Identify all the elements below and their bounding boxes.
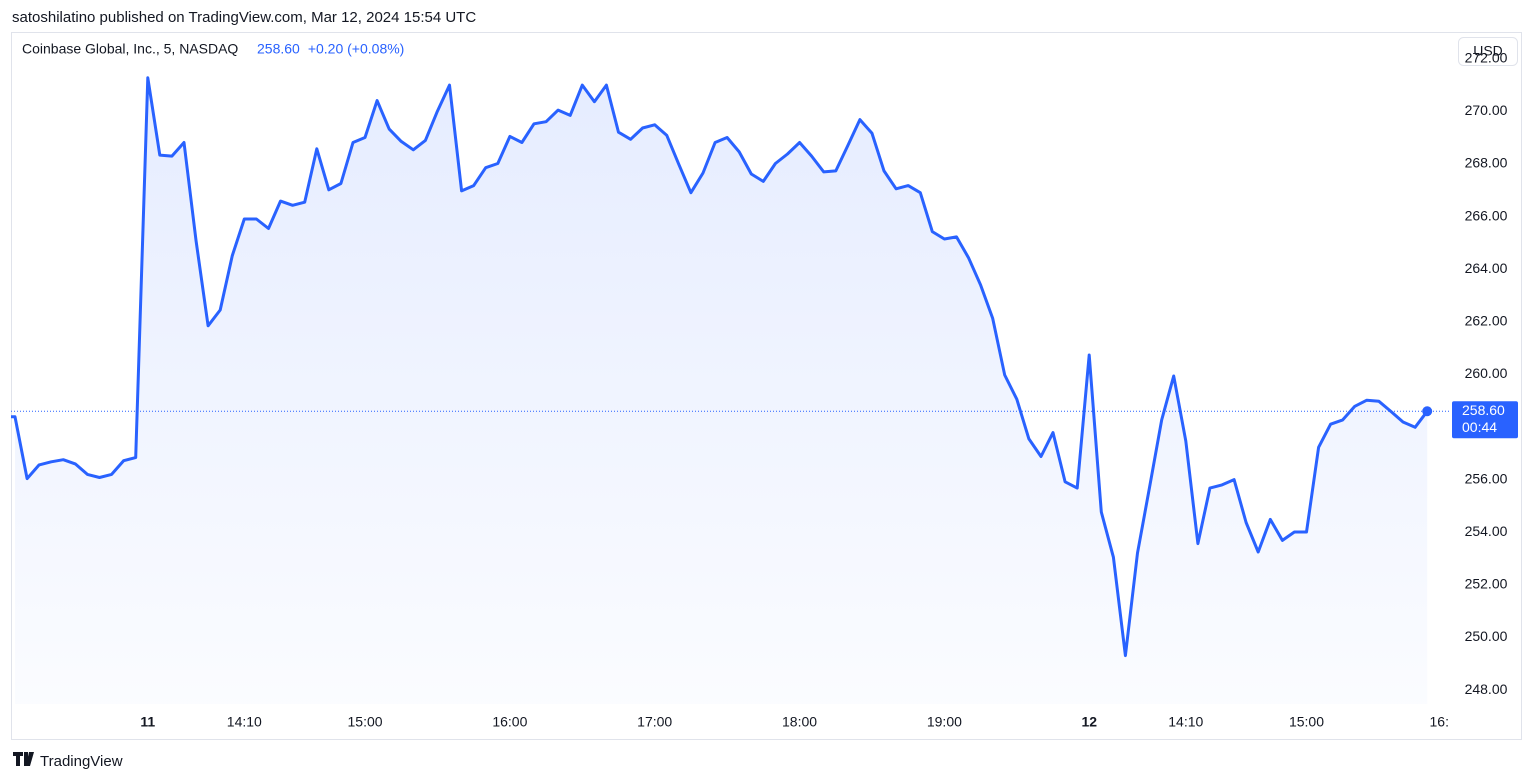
chart-frame [11,32,1522,740]
y-tick-label: 262.00 [1465,313,1508,329]
countdown: 00:44 [1462,419,1497,435]
x-tick-label: 19:00 [927,714,962,730]
y-tick-label: 250.00 [1465,628,1508,644]
x-tick-label: 16:00 [492,714,527,730]
publisher: satoshilatino published on TradingView.c… [12,9,476,26]
y-tick-label: 254.00 [1465,523,1508,539]
y-tick-label: 252.00 [1465,576,1508,592]
chart-title: Coinbase Global, Inc., 5, NASDAQ [22,41,238,57]
y-tick-label: 268.00 [1465,155,1508,171]
x-tick-label: 12 [1081,714,1097,730]
y-tick-label: 260.00 [1465,365,1508,381]
price-line [11,76,1429,658]
x-tick-label: 14:10 [227,714,262,730]
last-price-box [1452,401,1518,439]
currency-button[interactable] [1458,37,1518,66]
x-tick-label: 11 [140,714,155,730]
y-tick-label: 270.00 [1465,102,1508,118]
price: 258.60 [257,41,300,57]
y-tick-label: 272.00 [1465,50,1508,66]
x-tick-label: 16: [1430,714,1449,730]
y-tick-label: 248.00 [1465,681,1508,697]
x-tick-label: 17:00 [637,714,672,730]
logo [13,752,34,766]
currency[interactable]: USD [1473,43,1503,59]
y-tick-label: 266.00 [1465,207,1508,223]
y-tick-label: 264.00 [1465,260,1508,276]
footer: TradingView [40,753,123,770]
last-point [1422,406,1433,417]
area [15,77,1428,704]
y-tick-label: 256.00 [1465,470,1508,486]
x-tick-label: 14:10 [1168,714,1203,730]
last-price-label: 258.60 [1462,402,1505,418]
x-tick-label: 18:00 [782,714,817,730]
x-tick-label: 15:00 [348,714,383,730]
x-tick-label: 15:00 [1289,714,1324,730]
plot [11,76,1450,704]
change: +0.20 (+0.08%) [308,41,405,57]
